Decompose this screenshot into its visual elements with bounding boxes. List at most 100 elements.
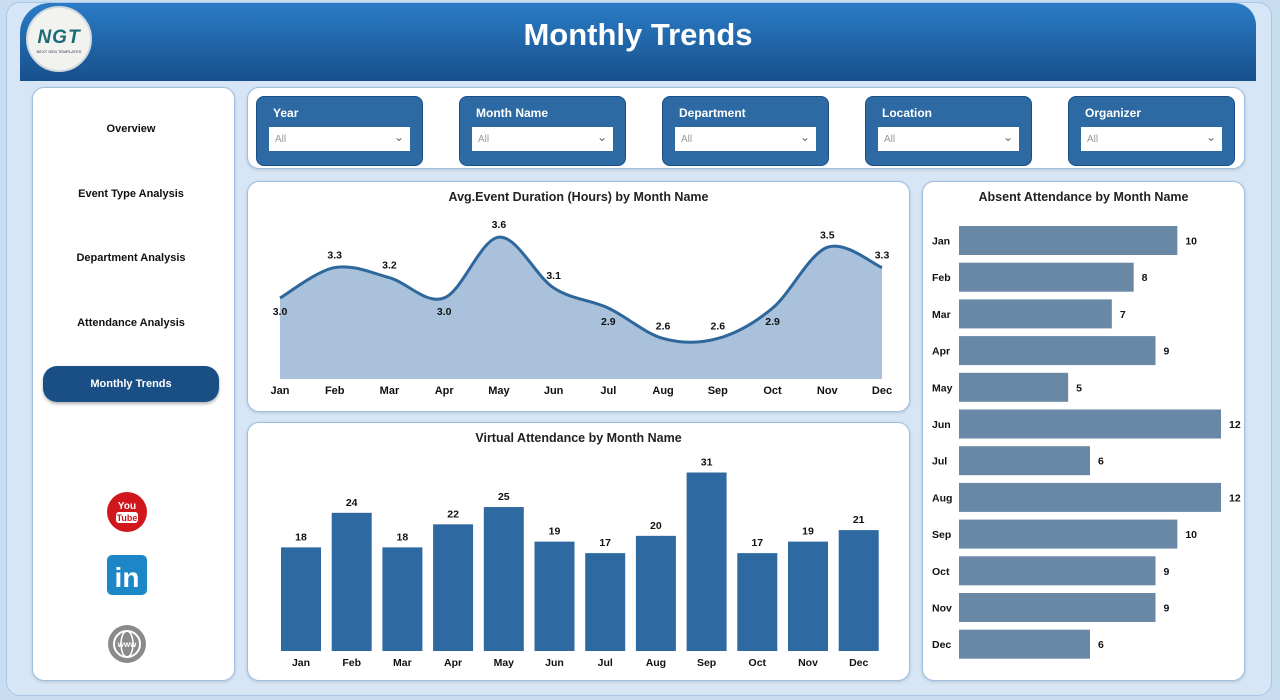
series-line [279,235,883,344]
linkedin-icon[interactable]: in [107,555,147,595]
x-tick-label: Oct [763,385,782,397]
logo: NGT NEXT GEN TEMPLATES [26,6,92,72]
bar [838,530,879,651]
data-label: 2.6 [711,320,726,332]
chart-title: Avg.Event Duration (Hours) by Month Name [448,190,709,204]
chart-title: Virtual Attendance by Month Name [475,431,682,445]
bar [959,482,1221,512]
data-label: 7 [1120,309,1126,321]
filter-value: All [275,134,287,145]
data-label: 6 [1098,639,1104,651]
chart-title: Absent Attendance by Month Name [978,190,1189,204]
data-label: 6 [1098,456,1104,468]
data-label: 25 [498,491,510,503]
x-tick-label: May [494,657,515,669]
sidebar-item-department-analysis[interactable]: Department Analysis [76,252,186,264]
y-tick-label: Jun [932,419,951,431]
x-tick-label: Jan [271,385,290,397]
data-label: 19 [549,526,561,538]
sidebar-item-overview[interactable]: Overview [106,123,156,135]
data-label: 31 [701,457,713,469]
x-tick-label: Jun [544,385,564,397]
data-label: 5 [1076,382,1082,394]
x-tick-label: Jul [600,385,616,397]
x-tick-label: Nov [798,657,818,669]
bar [737,553,778,651]
chevron-down-icon: ⌄ [1002,130,1013,144]
data-label: 3.3 [875,250,890,262]
data-label: 3.5 [820,229,835,241]
y-tick-label: Oct [932,566,950,578]
filter-value: All [478,134,490,145]
y-tick-label: Apr [932,346,950,358]
x-tick-label: Jul [598,657,613,669]
bar [788,541,828,651]
virtual-attendance-chart: Virtual Attendance by Month Name 18 Jan 24… [247,422,910,681]
filter-dropdown[interactable]: All ⌄ [675,127,816,151]
x-tick-label: Dec [849,657,868,669]
filter-dropdown[interactable]: All ⌄ [269,127,410,151]
data-label: 18 [295,531,307,543]
bar [686,472,727,651]
x-tick-label: Feb [342,657,361,669]
bar [959,519,1178,549]
data-label: 3.2 [382,260,397,272]
y-tick-label: Aug [932,492,952,504]
x-tick-label: Nov [817,385,839,397]
bar [281,547,321,651]
filter-dropdown[interactable]: All ⌄ [472,127,613,151]
sidebar-item-monthly-trends[interactable]: Monthly Trends [43,366,219,402]
y-tick-label: Mar [932,309,951,321]
data-label: 10 [1185,529,1197,541]
x-tick-label: Feb [325,385,345,397]
data-label: 3.3 [327,250,342,262]
data-label: 24 [346,497,358,509]
page-title: Monthly Trends [523,17,753,52]
data-label: 10 [1185,236,1197,248]
y-tick-label: Dec [932,639,951,651]
bar [382,547,423,651]
bar [959,372,1069,402]
data-label: 9 [1164,603,1170,615]
sidebar: Overview Event Type Analysis Department … [32,87,235,681]
bar [959,556,1156,586]
x-tick-label: Jun [545,657,564,669]
bar [959,629,1090,659]
chevron-down-icon: ⌄ [596,130,607,144]
x-tick-label: Aug [652,385,673,397]
x-tick-label: Mar [393,657,412,669]
bar [959,226,1178,255]
globe-icon[interactable]: www [107,624,147,664]
data-label: 20 [650,520,662,532]
x-tick-label: Aug [646,657,666,669]
y-tick-label: Sep [932,529,951,541]
data-label: 19 [802,526,814,538]
bar [959,299,1112,329]
bar [959,336,1156,366]
data-label: 17 [751,537,763,549]
filter-label: Year [273,106,299,120]
filter-dropdown[interactable]: All ⌄ [1081,127,1222,151]
x-tick-label: Sep [708,385,728,397]
data-label: 3.1 [546,270,561,282]
data-label: 22 [447,508,459,520]
bar [635,535,676,651]
bar [959,409,1221,439]
sidebar-item-event-type-analysis[interactable]: Event Type Analysis [78,188,184,200]
x-tick-label: Apr [435,385,455,397]
x-tick-label: Mar [380,385,400,397]
data-label: 9 [1164,566,1170,578]
filter-bar: Year All ⌄ Month Name All ⌄ Department All ⌄ Loca… [247,87,1245,169]
data-label: 3.0 [273,306,288,318]
data-label: 18 [397,531,409,543]
bar [959,593,1156,622]
filter-dropdown[interactable]: All ⌄ [878,127,1019,151]
svg-text:in: in [115,562,140,593]
filter-value: All [884,134,896,145]
filter-department: Department All ⌄ [662,96,829,166]
svg-text:www: www [117,640,137,649]
x-tick-label: Sep [697,657,716,669]
svg-text:You: You [118,501,136,512]
sidebar-item-attendance-analysis[interactable]: Attendance Analysis [77,317,185,329]
